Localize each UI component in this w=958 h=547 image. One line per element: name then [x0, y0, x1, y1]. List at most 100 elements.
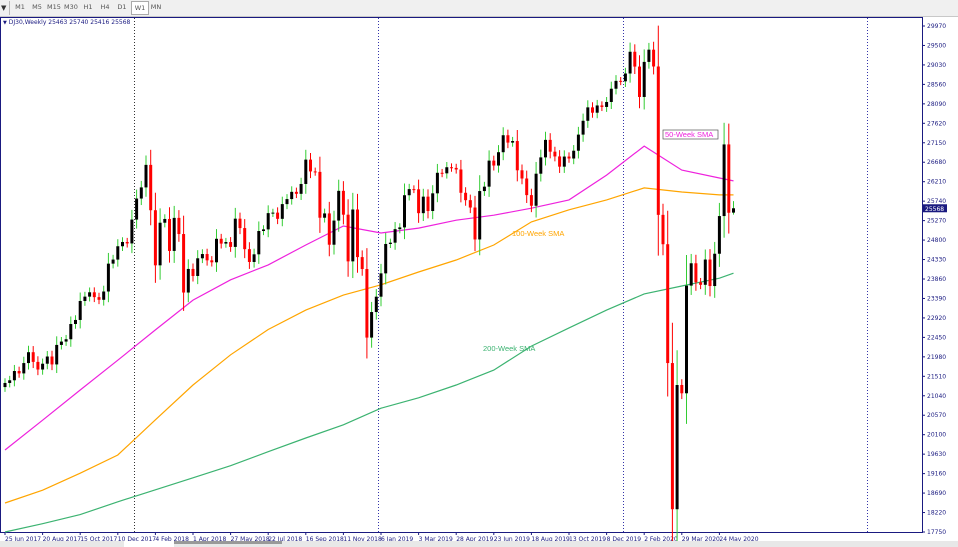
timeframe-m5[interactable]: M5 — [32, 3, 42, 11]
candle-body — [713, 253, 717, 287]
candle-body — [22, 363, 26, 374]
candle-body — [12, 371, 16, 381]
candle-body — [562, 156, 566, 167]
horizontal-scrollbar[interactable] — [0, 541, 958, 547]
timeframe-h4[interactable]: H4 — [100, 3, 110, 11]
candle-body — [619, 80, 623, 82]
y-tick-label: 18220 — [927, 510, 946, 517]
y-tick-label: 22920 — [927, 315, 946, 322]
candle-body — [623, 73, 627, 82]
candle-body — [445, 167, 449, 174]
y-tick-label: 29030 — [927, 62, 946, 69]
y-tick-label: 24330 — [927, 257, 946, 264]
candle-body — [666, 244, 670, 364]
candle-body — [299, 183, 303, 194]
candle-body — [450, 167, 453, 169]
timeframe-w1[interactable]: W1 — [131, 1, 149, 15]
candle-body — [205, 254, 209, 261]
candle-body — [675, 385, 679, 510]
y-tick-label: 28560 — [927, 81, 946, 88]
timeframe-m15[interactable]: M15 — [47, 3, 61, 11]
candle-body — [224, 242, 228, 244]
candle-body — [135, 198, 139, 220]
candle-body — [534, 173, 538, 206]
x-tick-label: 15 Oct 2017 — [80, 536, 117, 543]
x-tick-label: 29 Mar 2020 — [682, 536, 720, 543]
candle-body — [163, 218, 167, 223]
y-tick-label: 26210 — [927, 179, 946, 186]
y-tick-label: 17750 — [927, 529, 946, 536]
candle-body — [97, 297, 101, 300]
candle-body — [41, 363, 45, 370]
timeframe-m1[interactable]: M1 — [15, 3, 25, 11]
candle-body — [266, 213, 270, 230]
candle-body — [605, 101, 609, 107]
candle-body — [27, 352, 30, 364]
y-tick-label: 29970 — [927, 23, 946, 30]
y-tick-label: 27150 — [927, 140, 946, 147]
x-tick-label: 27 May 2018 — [231, 536, 270, 543]
y-tick-label: 20100 — [927, 432, 946, 439]
candle-body — [497, 152, 500, 166]
candle-body — [210, 260, 214, 263]
candle-body — [252, 254, 256, 262]
x-tick-label: 25 Jun 2017 — [5, 536, 41, 543]
toolbar-separator — [9, 1, 10, 15]
y-tick-label: 25270 — [927, 218, 946, 225]
toolbar-dropdown-icon[interactable]: ▼ — [1, 4, 7, 12]
candle-body — [388, 242, 392, 244]
x-tick-label: 23 Jun 2019 — [494, 536, 530, 543]
candle-body — [285, 199, 289, 205]
y-tick-label: 28090 — [927, 101, 946, 108]
x-tick-label: 3 Mar 2019 — [419, 536, 453, 543]
candle-body — [356, 209, 359, 258]
timeframe-mn[interactable]: MN — [150, 3, 162, 11]
candle-body — [708, 259, 712, 287]
y-tick-label: 24800 — [927, 237, 946, 244]
candle-body — [153, 210, 157, 266]
scrollbar-track — [124, 541, 174, 547]
timeframe-h1[interactable]: H1 — [83, 3, 93, 11]
candle-body — [313, 171, 317, 173]
candle-body — [572, 150, 576, 159]
candle-body — [642, 61, 646, 97]
candle-body — [417, 189, 421, 214]
candle-body — [717, 216, 721, 254]
candle-body — [703, 259, 707, 285]
timeframe-m30[interactable]: M30 — [64, 3, 78, 11]
chart-title-text: DJ30,Weekly 25463 25740 25416 25568 — [8, 19, 131, 26]
candle-body — [403, 195, 406, 228]
candle-body — [670, 363, 674, 510]
candle-body — [304, 159, 308, 184]
candle-body — [473, 207, 477, 240]
candle-body — [74, 319, 77, 325]
timeframe-d1[interactable]: D1 — [117, 3, 127, 11]
candle-body — [294, 191, 298, 194]
candle-body — [520, 170, 524, 179]
chart-menu-icon[interactable]: ▼ — [3, 20, 7, 26]
candle-body — [17, 371, 21, 374]
candle-body — [464, 192, 468, 201]
candle-body — [276, 212, 280, 219]
x-tick-label: 13 Oct 2019 — [569, 536, 606, 543]
candle-body — [680, 385, 684, 394]
sma50-label: 50-Week SMA — [665, 130, 713, 139]
candle-body — [31, 352, 35, 362]
candle-body — [106, 263, 110, 292]
candle-body — [121, 241, 124, 247]
candle-body — [78, 300, 82, 320]
candle-body — [290, 191, 294, 200]
candle-body — [567, 156, 571, 159]
y-tick-label: 26680 — [927, 159, 946, 166]
candle-body — [595, 105, 599, 113]
candle-body — [200, 254, 204, 259]
sma50-line — [4, 145, 734, 451]
candle-body — [172, 217, 176, 251]
candle-body — [431, 193, 435, 212]
candle-body — [652, 49, 656, 67]
candle-body — [8, 380, 12, 383]
scrollbar-thumb[interactable] — [174, 541, 282, 544]
y-tick-label: 23860 — [927, 276, 946, 283]
candle-body — [238, 218, 242, 229]
